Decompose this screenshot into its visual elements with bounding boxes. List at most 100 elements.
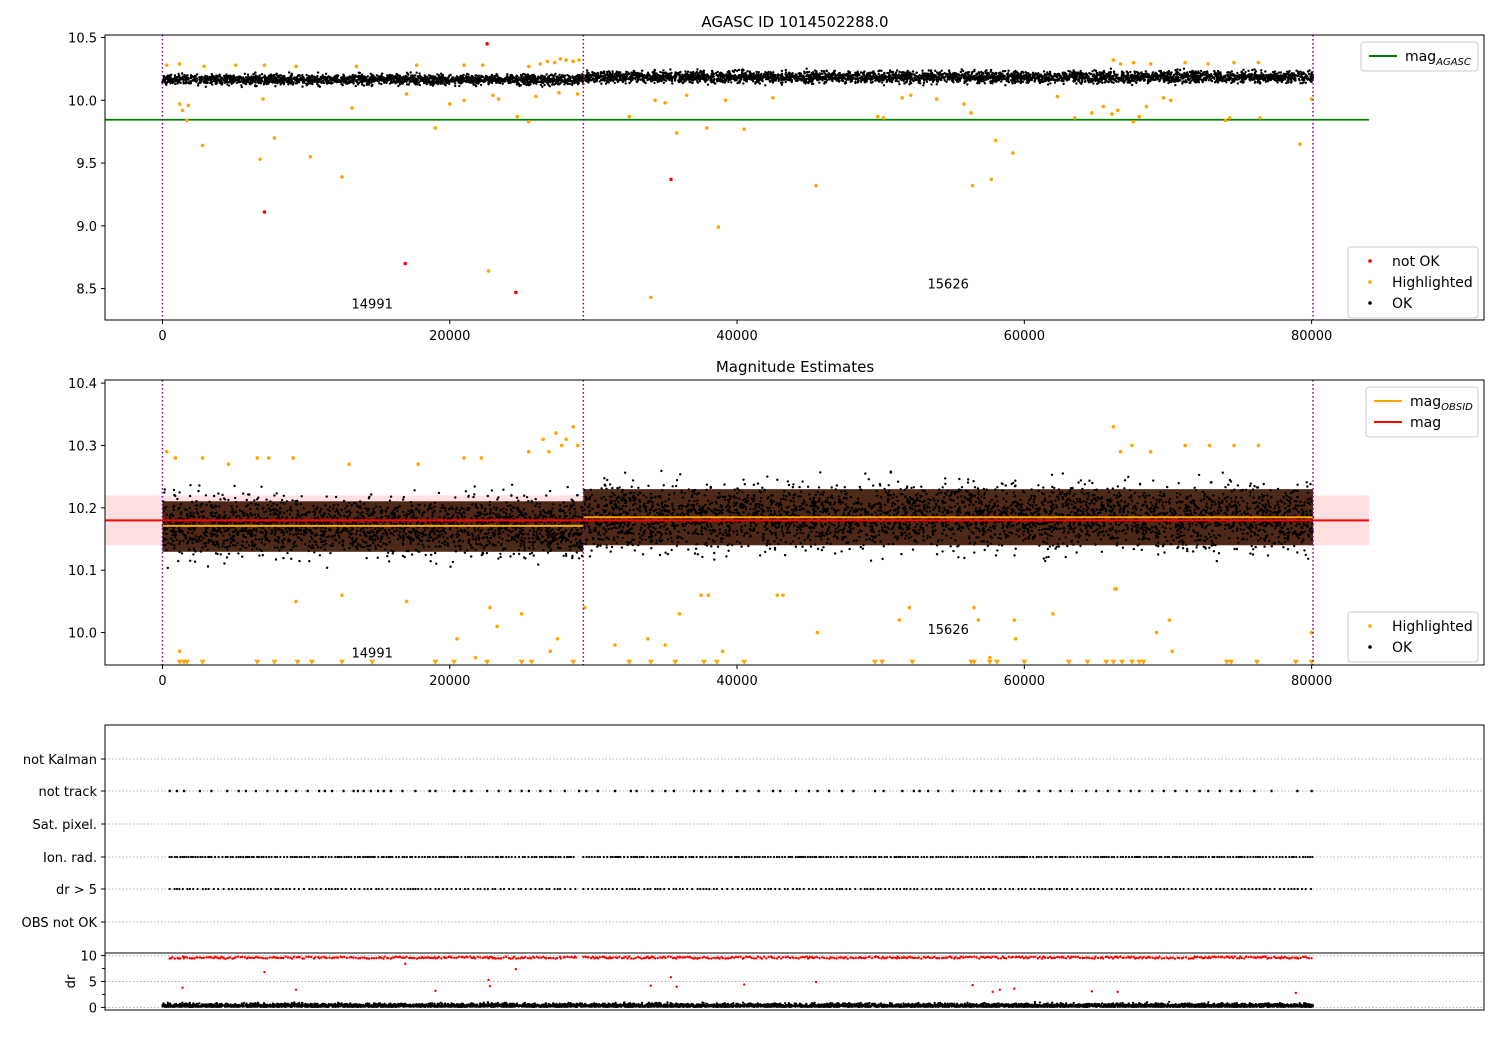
- chart-1-ok-point: [445, 81, 449, 85]
- chart-1-ok-point: [1133, 70, 1136, 73]
- chart-1-ok-point: [219, 79, 222, 83]
- chart-1-ok-point: [989, 77, 992, 80]
- chart-1-ok-point: [1159, 77, 1163, 80]
- chart-1-ok-point: [719, 74, 722, 78]
- chart-1-ok-point: [409, 71, 412, 74]
- chart-1-ok-point: [818, 81, 821, 84]
- chart-1-ok-point: [1135, 81, 1138, 85]
- chart-1-ok-point: [554, 79, 557, 82]
- chart-1-ok-point: [309, 76, 312, 79]
- chart-1-ok-point: [493, 74, 496, 78]
- chart-1-ok-point: [198, 76, 201, 79]
- chart-1-ok-point: [454, 82, 457, 85]
- chart-1-ok-point: [216, 78, 219, 82]
- chart-1-ok-point: [305, 82, 308, 85]
- chart-1-ok-point: [416, 75, 420, 78]
- chart-1-ok-point: [359, 76, 362, 79]
- chart-1-ok-point: [530, 79, 534, 83]
- chart-1-ok-point: [571, 82, 574, 85]
- chart-1-ok-point: [258, 74, 261, 77]
- chart-1-ok-point: [424, 74, 427, 78]
- chart-1-ok-point: [263, 75, 267, 78]
- chart-1-ok-point: [960, 68, 963, 71]
- chart-1-ok-point: [1181, 74, 1185, 78]
- chart-1-ok-point: [593, 79, 597, 82]
- chart-1-ok-point: [748, 77, 751, 81]
- chart-1-ok-point: [1083, 80, 1087, 83]
- chart-1-ok-point: [1109, 67, 1113, 70]
- chart-1-ok-point: [316, 78, 320, 81]
- chart-1-ok-point: [259, 76, 262, 80]
- chart-1-ok-point: [238, 79, 241, 82]
- chart-1-ok-point: [777, 74, 781, 77]
- chart-1-ok-point: [164, 77, 167, 80]
- chart-1-ok-point: [204, 80, 207, 84]
- chart-1-ok-point: [926, 77, 930, 80]
- chart-1-ok-point: [249, 79, 252, 82]
- chart-1-ok-point: [524, 79, 527, 82]
- chart-1-ok-point: [324, 75, 327, 79]
- chart-1-ok-point: [1046, 83, 1050, 86]
- chart-1-ok-point: [556, 83, 560, 86]
- chart-1-ok-point: [260, 80, 264, 83]
- chart-1-ok-point: [1304, 81, 1308, 85]
- chart-1-ok-point: [270, 79, 273, 82]
- chart-1-ok-point: [1182, 67, 1186, 71]
- chart-1-ok-point: [264, 78, 267, 82]
- chart-1-ok-point: [1076, 71, 1080, 74]
- chart-1-ok-point: [561, 74, 564, 77]
- chart-1-ok-point: [1034, 72, 1037, 75]
- chart-1-ok-point: [696, 77, 699, 80]
- chart-1-ok-point: [254, 71, 257, 74]
- chart-1-ok-point: [195, 79, 198, 83]
- chart-1-ok-point: [1227, 71, 1230, 74]
- chart-1-ok-point: [755, 70, 758, 74]
- chart-1-ok-point: [177, 72, 180, 76]
- chart-1-ok-point: [733, 69, 737, 72]
- chart-1-ok-point: [179, 77, 183, 80]
- chart-1-ok-point: [1236, 71, 1239, 75]
- chart-1-ok-point: [431, 75, 435, 78]
- chart-1-ok-point: [174, 82, 177, 86]
- chart-1-ok-point: [449, 73, 452, 77]
- chart-1-ok-point: [784, 68, 787, 72]
- chart-1-ok-point: [415, 71, 418, 74]
- chart-1-ok-point: [1001, 73, 1004, 77]
- chart-1-ok-point: [887, 71, 890, 75]
- chart-1-ok-point: [1007, 69, 1010, 72]
- chart-1-ok-point: [546, 77, 549, 81]
- chart-1-ok-point: [282, 82, 286, 86]
- chart-1-ok-point: [327, 75, 331, 79]
- chart-1-ok-point: [385, 78, 388, 81]
- chart-1-ok-point: [523, 73, 526, 76]
- chart-1-ok-point: [634, 77, 637, 81]
- chart-1-ok-point: [856, 79, 860, 83]
- chart-1-ok-point: [509, 74, 512, 77]
- chart-1-ok-point: [518, 84, 521, 88]
- chart-1-ok-point: [746, 70, 749, 73]
- chart-1-ok-point: [466, 76, 470, 79]
- chart-1-ok-point: [513, 76, 516, 79]
- chart-1-ok-point: [515, 74, 519, 78]
- chart-1-ok-point: [227, 80, 230, 84]
- chart-1-ok-point: [436, 78, 439, 82]
- chart-1-ok-point: [947, 69, 951, 72]
- chart-1-ok-point: [669, 68, 672, 71]
- chart-1-ok-point: [356, 83, 360, 86]
- chart-1-ok-point: [377, 75, 380, 78]
- chart-1-ok-point: [260, 72, 264, 76]
- chart-1-ok-point: [1019, 81, 1022, 85]
- chart-1-ok-point: [348, 75, 351, 78]
- chart-1-ok-point: [346, 77, 349, 80]
- chart-1-ok-point: [1307, 72, 1311, 76]
- chart-1-ok-point: [329, 77, 333, 80]
- chart-1-ok-point: [573, 81, 577, 84]
- chart-1-title: AGASC ID 1014502288.0: [701, 13, 888, 31]
- chart-1-ok-point: [1136, 73, 1140, 76]
- chart-1-ok-point: [1158, 80, 1161, 83]
- chart-1-ok-point: [1004, 69, 1007, 73]
- chart-1-ok-point: [256, 80, 260, 84]
- chart-1-ok-point: [772, 71, 775, 74]
- chart-1-ok-point: [177, 79, 181, 82]
- chart-1-ok-point: [894, 71, 898, 74]
